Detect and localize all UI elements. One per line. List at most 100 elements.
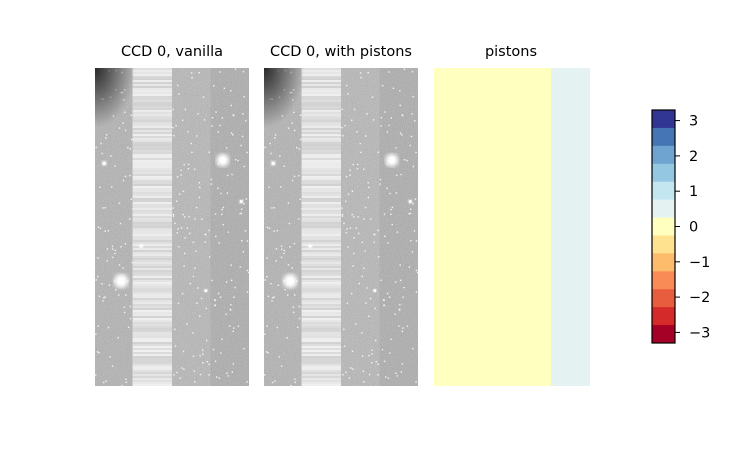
- speckle: [343, 328, 345, 331]
- speckle: [357, 232, 360, 235]
- stripe-row: [301, 160, 341, 162]
- stripe-row: [132, 70, 172, 72]
- stripe-row: [132, 124, 172, 126]
- speckle: [204, 233, 206, 235]
- speckle: [371, 362, 373, 364]
- speckle: [388, 71, 390, 73]
- speckle: [414, 198, 417, 200]
- speckle: [124, 242, 127, 245]
- speckle: [292, 306, 295, 308]
- speckle: [129, 174, 131, 177]
- speckle: [298, 174, 300, 177]
- stripe-row: [132, 370, 172, 372]
- speckle: [361, 241, 364, 243]
- speckle: [248, 354, 249, 356]
- speckle: [271, 300, 273, 302]
- speckle: [406, 159, 408, 162]
- speckle: [409, 212, 412, 215]
- stripe-row: [132, 106, 172, 108]
- speckle: [218, 377, 221, 379]
- noise-overlay: [210, 68, 249, 386]
- stripe-row: [301, 96, 341, 98]
- speckle: [172, 213, 175, 216]
- stripe-row: [301, 340, 341, 342]
- stripe-row: [301, 72, 341, 74]
- speckle: [383, 298, 385, 301]
- stripe-row: [132, 206, 172, 208]
- stripe-row: [301, 296, 341, 298]
- speckle: [377, 229, 379, 232]
- stripe-row: [132, 268, 172, 270]
- stripe-row: [132, 356, 172, 358]
- speckle: [232, 330, 235, 333]
- speckle: [242, 70, 245, 73]
- stripe-row: [301, 94, 341, 96]
- stripe-row: [132, 350, 172, 352]
- stripe-row: [301, 370, 341, 372]
- speckle: [180, 169, 182, 172]
- speckle: [227, 375, 230, 377]
- stripe-row: [132, 278, 172, 280]
- speckle: [360, 151, 362, 154]
- speckle: [365, 302, 367, 304]
- stripe-row: [132, 74, 172, 76]
- speckle: [275, 248, 278, 250]
- speckle: [176, 84, 179, 87]
- speckle: [347, 246, 349, 248]
- stripe-row: [301, 314, 341, 316]
- stripe-row: [301, 220, 341, 222]
- stripe-row: [132, 92, 172, 94]
- stripe-row: [132, 376, 172, 378]
- speckle: [226, 372, 228, 374]
- speckle: [293, 242, 296, 245]
- speckle: [199, 315, 201, 317]
- panel-ccd0-pistons: CCD 0, with pistons: [264, 44, 418, 386]
- bright-source-core: [308, 244, 312, 248]
- stripe-row: [132, 298, 172, 300]
- stripe-row: [132, 342, 172, 344]
- stripe-row: [132, 102, 172, 104]
- speckle: [205, 307, 207, 310]
- speckle: [230, 132, 233, 134]
- stripe-row: [132, 228, 172, 230]
- speckle: [292, 311, 295, 314]
- speckle: [399, 90, 401, 92]
- speckle: [266, 275, 268, 278]
- speckle: [106, 260, 108, 262]
- speckle: [363, 381, 365, 383]
- speckle: [245, 198, 248, 200]
- stripe-row: [132, 216, 172, 218]
- stripe-row: [301, 246, 341, 248]
- speckle: [383, 304, 385, 306]
- speckle: [178, 193, 181, 195]
- stripe-row: [132, 160, 172, 162]
- speckle: [401, 363, 404, 365]
- stripe-row: [132, 280, 172, 282]
- colorbar-swatch: [652, 253, 675, 272]
- speckle: [121, 384, 123, 386]
- speckle: [177, 228, 179, 230]
- speckle: [97, 325, 99, 327]
- speckle: [182, 213, 184, 216]
- speckle: [181, 367, 183, 369]
- speckle: [368, 315, 370, 317]
- stripe-row: [132, 232, 172, 234]
- stripe-row: [132, 132, 172, 134]
- stripe-row: [301, 158, 341, 160]
- speckle: [230, 304, 232, 306]
- speckle: [125, 381, 128, 384]
- speckle: [192, 332, 194, 334]
- stripe-row: [301, 298, 341, 300]
- speckle: [368, 354, 370, 357]
- stripe-row: [132, 242, 172, 244]
- speckle: [188, 216, 190, 218]
- speckle: [364, 206, 367, 209]
- stripe-row: [132, 180, 172, 182]
- speckle: [188, 232, 191, 235]
- speckle: [105, 137, 107, 139]
- speckle: [221, 338, 223, 340]
- stripe-row: [301, 134, 341, 136]
- speckle: [202, 96, 205, 98]
- stripe-row: [132, 262, 172, 264]
- speckle: [267, 351, 269, 354]
